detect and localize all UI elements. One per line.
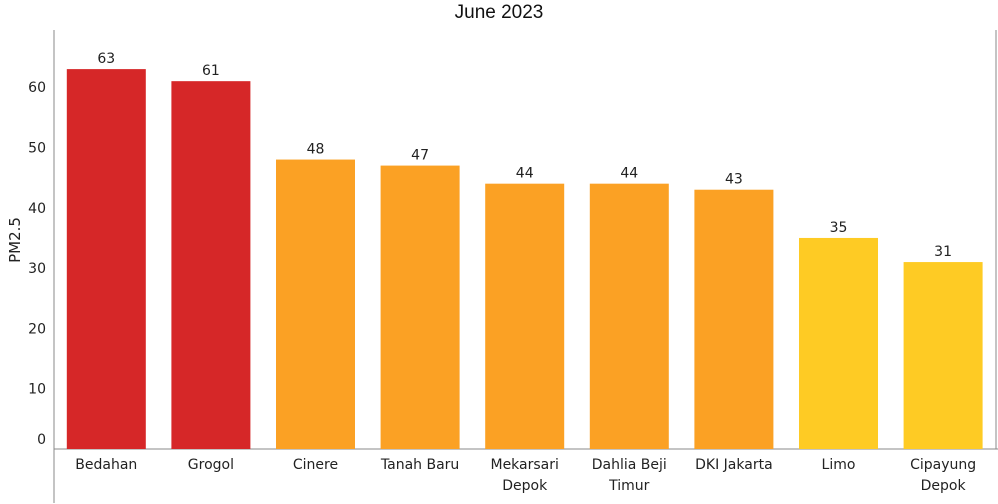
y-tick-label: 30 (28, 261, 46, 277)
category-label: Tanah Baru (380, 457, 459, 473)
data-labels: 63 61 48 47 44 44 43 35 31 (97, 51, 952, 260)
y-ticks: 0 10 20 30 40 50 60 (28, 80, 46, 448)
y-tick-label: 40 (28, 201, 46, 217)
bar-value-label: 48 (307, 142, 325, 158)
bar (276, 159, 355, 449)
bar-value-label: 31 (934, 244, 952, 260)
category-label: Grogol (188, 457, 234, 473)
y-axis-title: PM2.5 (6, 217, 24, 263)
category-label: DKI Jakarta (695, 457, 773, 473)
category-label: Mekarsari (490, 457, 558, 473)
y-tick-label: 20 (28, 321, 46, 337)
y-tick-label: 10 (28, 382, 46, 398)
category-label: Dahlia Beji (592, 457, 667, 473)
category-label: Depok (502, 478, 548, 494)
category-label: Cinere (293, 457, 338, 473)
bar-value-label: 47 (411, 148, 429, 164)
bar-value-label: 43 (725, 172, 743, 188)
category-label: Depok (921, 478, 967, 494)
bar (799, 237, 878, 449)
bar (903, 262, 983, 449)
bar-value-label: 44 (516, 166, 534, 182)
y-tick-label: 60 (28, 80, 46, 96)
bar-value-label: 44 (620, 166, 638, 182)
category-label: Bedahan (75, 457, 137, 473)
bar (66, 69, 146, 450)
bar (485, 183, 565, 449)
bar (589, 183, 669, 449)
bar-value-label: 35 (830, 220, 848, 236)
bar (694, 189, 774, 449)
bar-value-label: 61 (202, 63, 220, 79)
bar (171, 81, 251, 450)
category-label: Timur (608, 478, 650, 494)
bar (380, 165, 460, 449)
chart-title: June 2023 (454, 2, 544, 23)
category-label: Cipayung (910, 457, 976, 473)
category-labels: Bedahan Grogol Cinere Tanah Baru Mekarsari De… (75, 457, 976, 494)
y-tick-label: 0 (37, 432, 46, 448)
bars (66, 69, 983, 450)
y-tick-label: 50 (28, 141, 46, 157)
category-label: Limo (822, 457, 856, 473)
bar-value-label: 63 (97, 51, 115, 67)
